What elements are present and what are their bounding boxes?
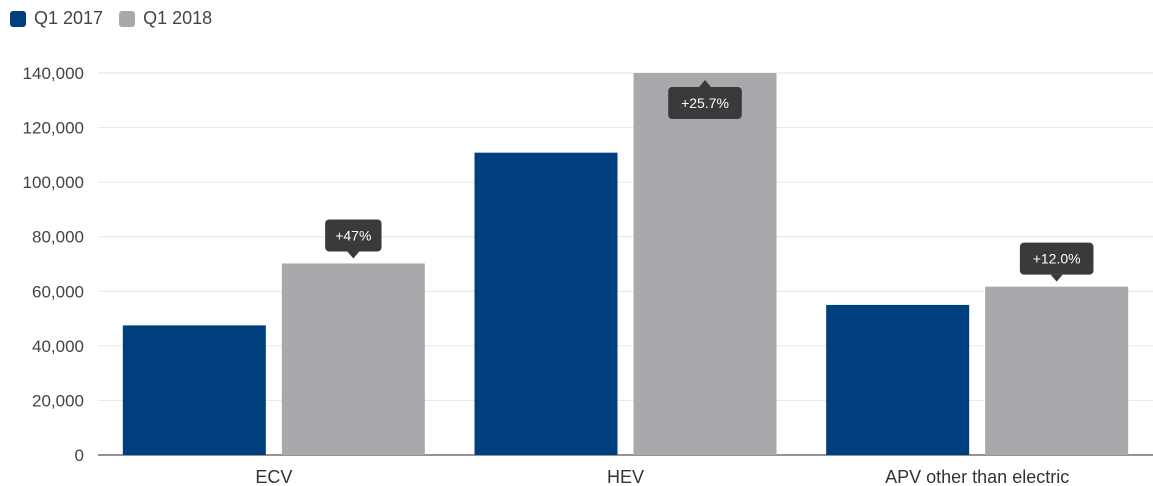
bar	[281, 263, 425, 455]
bar	[122, 325, 266, 455]
legend-swatch-q1-2018	[119, 10, 136, 27]
y-tick-label: 0	[75, 446, 84, 465]
bar	[633, 73, 777, 455]
x-tick-label: ECV	[255, 467, 292, 486]
annotation-pointer	[699, 80, 711, 87]
legend-item-q1-2017[interactable]: Q1 2017	[10, 8, 103, 29]
annotation-badge	[1019, 242, 1094, 275]
legend: Q1 2017 Q1 2018	[10, 8, 212, 29]
y-tick-label: 100,000	[23, 173, 84, 192]
annotation-badge	[325, 219, 382, 252]
bar	[474, 152, 618, 455]
bar	[985, 286, 1129, 455]
legend-swatch-q1-2017	[10, 10, 26, 27]
x-tick-label: APV other than electric	[885, 467, 1069, 486]
annotation-pointer	[347, 251, 360, 259]
annotation-label: +47%	[335, 227, 371, 243]
y-tick-label: 60,000	[32, 282, 84, 301]
annotation-badge	[668, 87, 742, 119]
y-tick-label: 80,000	[32, 228, 84, 247]
y-tick-label: 40,000	[32, 337, 84, 356]
y-tick-label: 140,000	[23, 64, 84, 83]
y-tick-label: 20,000	[32, 391, 84, 410]
annotation-pointer	[1050, 274, 1063, 282]
annotation-label: +25.7%	[681, 95, 729, 111]
legend-label-q1-2018: Q1 2018	[143, 8, 213, 28]
legend-label-q1-2017: Q1 2017	[34, 8, 104, 28]
legend-item-q1-2018[interactable]: Q1 2018	[119, 8, 212, 29]
x-tick-label: HEV	[607, 467, 644, 486]
y-tick-label: 120,000	[23, 119, 84, 138]
annotation-label: +12.0%	[1033, 251, 1081, 267]
bar	[826, 304, 970, 455]
